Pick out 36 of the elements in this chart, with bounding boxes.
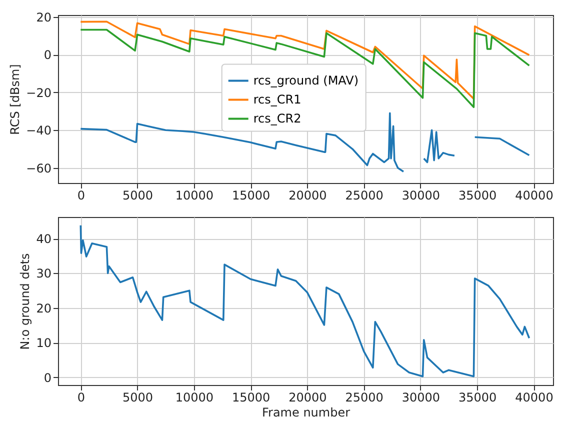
x-tick-label: 20000 bbox=[288, 188, 327, 202]
y-tick-label: 10 bbox=[36, 336, 52, 350]
y-tick-label: −20 bbox=[26, 86, 52, 100]
x-tick-label: 30000 bbox=[402, 188, 440, 202]
legend-label: rcs_CR1 bbox=[253, 92, 302, 107]
x-tick-label: 25000 bbox=[345, 390, 384, 404]
y-tick-label: 20 bbox=[36, 301, 52, 316]
x-tick-label: 40000 bbox=[515, 390, 554, 404]
x-tick-label: 25000 bbox=[345, 188, 384, 202]
x-tick-label: 20000 bbox=[288, 390, 327, 404]
line-series bbox=[80, 224, 530, 378]
y-tick-label: 30 bbox=[36, 266, 52, 281]
y-tick-label: −60 bbox=[26, 161, 52, 176]
x-tick-label: 0 bbox=[77, 390, 85, 404]
y-tick-label: 0 bbox=[44, 48, 52, 62]
x-tick-label: 15000 bbox=[232, 188, 270, 202]
x-axis-title: Frame number bbox=[262, 406, 350, 420]
x-tick-label: 5000 bbox=[122, 188, 154, 202]
y-tick-label: −40 bbox=[26, 124, 52, 138]
y-axis-title: RCS [dBsm] bbox=[8, 64, 22, 135]
x-tick-label: 0 bbox=[77, 188, 85, 202]
legend-label: rcs_ground (MAV) bbox=[253, 74, 359, 88]
x-tick-label: 5000 bbox=[122, 390, 154, 404]
y-axis-title: N:o ground dets bbox=[18, 253, 32, 350]
x-tick-label: 10000 bbox=[175, 188, 214, 202]
line-series bbox=[80, 28, 530, 108]
x-tick-label: 35000 bbox=[458, 188, 497, 202]
x-tick-label: 40000 bbox=[515, 188, 554, 202]
x-tick-label: 10000 bbox=[175, 390, 214, 404]
x-tick-label: 30000 bbox=[402, 390, 440, 404]
y-tick-label: 0 bbox=[44, 370, 52, 385]
legend-label: rcs_CR2 bbox=[253, 112, 302, 126]
x-tick-label: 15000 bbox=[232, 390, 270, 404]
x-tick-label: 35000 bbox=[458, 390, 497, 404]
y-tick-label: 20 bbox=[36, 10, 52, 24]
y-tick-label: 40 bbox=[36, 232, 52, 246]
